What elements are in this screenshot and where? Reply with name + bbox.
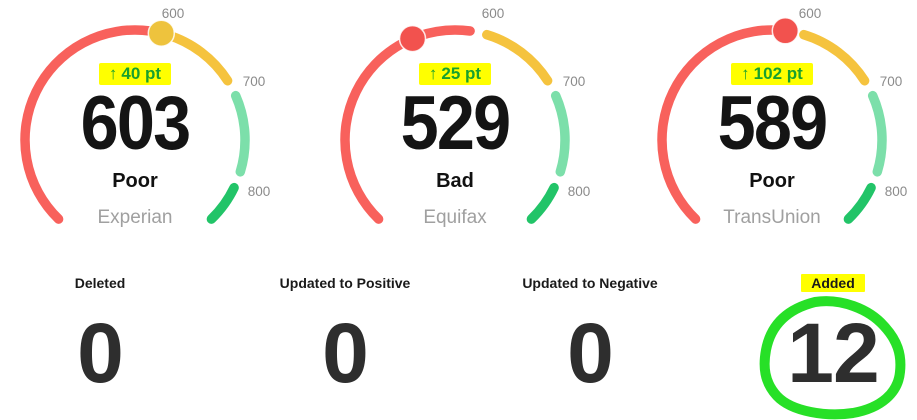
gauge-arc-segment: [550, 90, 570, 177]
tick-label: 600: [162, 6, 185, 21]
kpi-value: 12: [787, 306, 879, 400]
credit-score-value: 529: [400, 81, 512, 166]
bureau-name: TransUnion: [723, 207, 821, 228]
credit-score-value: 603: [80, 81, 192, 166]
gauge-arc-transunion: 600 700 800: [657, 6, 908, 224]
score-delta-badge: ↑ 102 pt: [622, 63, 917, 85]
delta-text: 40 pt: [121, 64, 162, 83]
bureau-name: Experian: [97, 207, 173, 228]
gauge-arc-segment: [482, 29, 553, 86]
tick-label: 700: [243, 74, 266, 89]
gauge-arc-experian: 600 700 800: [20, 6, 271, 224]
gauge-transunion[interactable]: 600 700 800 ↑ 102 pt 589 Poor TransUnion: [622, 0, 917, 250]
score-category: Poor: [749, 170, 795, 192]
tick-label: 800: [248, 184, 271, 199]
gauge-arc-segment: [843, 182, 876, 224]
score-category: Bad: [436, 170, 474, 192]
tick-label: 800: [885, 184, 908, 199]
score-delta-badge: ↑ 40 pt: [0, 63, 285, 85]
gauge-arc-equifax: 600 700 800: [340, 6, 591, 224]
gauge-arc-segment: [230, 90, 250, 177]
tick-label: 600: [799, 6, 822, 21]
tick-label: 800: [568, 184, 591, 199]
score-dot: [771, 17, 800, 45]
tick-label: 700: [880, 74, 903, 89]
gauge-arc-segment: [206, 182, 239, 224]
score-category: Poor: [112, 170, 158, 192]
kpi-label: Updated to Positive: [279, 275, 411, 291]
kpi-value: 0: [77, 306, 124, 400]
delta-text: 102 pt: [753, 64, 803, 83]
gauge-arc-segment: [867, 90, 887, 177]
score-dot: [398, 24, 427, 53]
up-arrow-icon: ↑: [428, 64, 438, 83]
gauge-arc-segment: [340, 25, 475, 224]
bureau-name: Equifax: [423, 207, 487, 228]
gauge-arc-segment: [20, 25, 155, 224]
kpi-updated-to-negative[interactable]: Updated to Negative 0: [490, 262, 690, 420]
up-arrow-icon: ↑: [741, 64, 750, 83]
gauge-arc-segment: [799, 29, 870, 86]
kpi-label: Deleted: [74, 275, 126, 291]
kpi-added[interactable]: Added 12: [733, 262, 917, 420]
kpi-label: Added: [733, 274, 917, 292]
delta-text: 25 pt: [441, 64, 482, 83]
tick-label: 600: [482, 6, 505, 21]
gauge-arc-segment: [657, 25, 792, 224]
kpi-updated-to-positive[interactable]: Updated to Positive 0: [245, 262, 445, 420]
gauge-arc-segment: [526, 182, 559, 224]
highlighted-label: Added: [801, 274, 865, 292]
gauge-equifax[interactable]: 600 700 800 ↑ 25 pt 529 Bad Equifax: [305, 0, 605, 250]
score-dot: [147, 19, 176, 47]
credit-score-value: 589: [717, 81, 829, 166]
kpi-value: 0: [567, 306, 614, 400]
gauge-experian[interactable]: 600 700 800 ↑ 40 pt 603 Poor Experian: [0, 0, 285, 250]
kpi-value: 0: [322, 306, 369, 400]
kpi-label: Updated to Negative: [522, 275, 658, 291]
kpi-deleted[interactable]: Deleted 0: [0, 262, 200, 420]
up-arrow-icon: ↑: [108, 64, 118, 83]
tick-label: 700: [563, 74, 586, 89]
score-delta-badge: ↑ 25 pt: [305, 63, 605, 85]
